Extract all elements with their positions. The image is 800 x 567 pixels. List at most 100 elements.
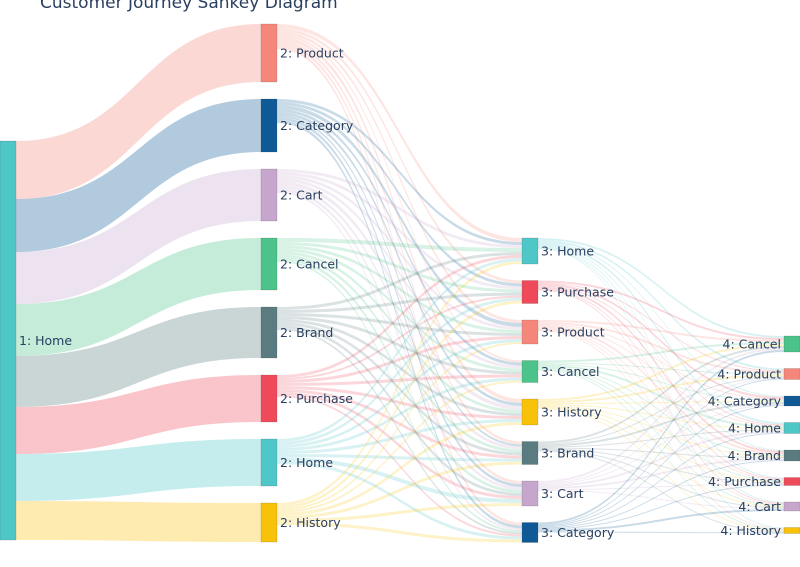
node-label-1-home: 1: Home bbox=[19, 333, 72, 348]
link-cart-to-cart bbox=[277, 188, 522, 490]
link-brand-to-product bbox=[538, 376, 784, 445]
link-brand-to-brand bbox=[538, 447, 784, 458]
link-cart-to-cart bbox=[538, 490, 784, 509]
node-2-cancel bbox=[260, 237, 278, 291]
node-label-3-brand: 3: Brand bbox=[541, 446, 594, 461]
link-history-to-brand bbox=[538, 405, 784, 457]
link-history-to-product bbox=[538, 374, 784, 403]
node-label-2-product: 2: Product bbox=[280, 46, 344, 61]
node-label-2-purchase: 2: Purchase bbox=[280, 391, 353, 406]
link-cart-to-cancel bbox=[277, 178, 522, 369]
link-purchase-to-category bbox=[538, 283, 784, 399]
node-2-category bbox=[260, 98, 278, 153]
link-cart-to-category bbox=[538, 404, 784, 485]
link-product-to-cart bbox=[538, 329, 784, 505]
link-home-to-cancel bbox=[277, 377, 522, 451]
link-brand-to-category bbox=[277, 328, 522, 535]
link-cancel-to-cart bbox=[538, 368, 784, 506]
link-purchase-to-cancel bbox=[277, 374, 522, 386]
node-3-category bbox=[521, 522, 539, 543]
node-3-home bbox=[521, 237, 539, 265]
link-category-to-brand bbox=[277, 115, 522, 447]
link-home-to-category bbox=[277, 461, 522, 540]
link-purchase-to-product bbox=[538, 282, 784, 372]
link-cancel-to-cancel bbox=[277, 248, 522, 372]
node-label-2-category: 2: Category bbox=[280, 118, 354, 133]
node-label-3-history: 3: History bbox=[541, 405, 602, 420]
link-product-to-category bbox=[538, 324, 784, 400]
link-product-to-history bbox=[277, 36, 522, 403]
link-product-to-home bbox=[538, 325, 784, 427]
link-history-to-cart bbox=[277, 503, 522, 522]
link-cart-to-cancel bbox=[538, 348, 784, 483]
link-home-to-history bbox=[277, 419, 522, 454]
node-3-history bbox=[521, 398, 539, 426]
link-cart-to-brand bbox=[277, 185, 522, 450]
link-brand-to-category bbox=[538, 402, 784, 447]
link-brand-to-brand bbox=[277, 322, 522, 456]
link-home-to-product bbox=[16, 24, 261, 199]
link-home-to-cart bbox=[277, 457, 522, 503]
link-product-to-purchase bbox=[277, 28, 522, 284]
link-product-to-history bbox=[538, 330, 784, 530]
link-cancel-to-brand bbox=[538, 366, 784, 456]
link-history-to-cancel bbox=[538, 344, 784, 401]
link-category-to-cancel bbox=[277, 109, 522, 366]
link-purchase-to-brand bbox=[277, 389, 522, 459]
link-home-to-history bbox=[538, 248, 784, 529]
link-purchase-to-brand bbox=[538, 286, 784, 453]
node-2-product bbox=[260, 23, 278, 83]
link-category-to-cart bbox=[538, 509, 784, 532]
node-label-2-cancel: 2: Cancel bbox=[280, 257, 338, 272]
link-home-to-brand bbox=[16, 307, 261, 407]
link-product-to-category bbox=[277, 46, 522, 526]
link-category-to-product bbox=[538, 378, 784, 526]
link-cart-to-brand bbox=[538, 458, 784, 489]
node-3-purchase bbox=[521, 280, 539, 304]
link-brand-to-cancel bbox=[538, 346, 784, 444]
link-brand-to-history bbox=[277, 319, 522, 416]
link-cancel-to-purchase bbox=[538, 367, 784, 482]
node-label-3-cart: 3: Cart bbox=[541, 486, 584, 501]
link-cart-to-purchase bbox=[538, 483, 784, 490]
node-4-cart bbox=[783, 501, 800, 512]
node-4-home bbox=[783, 422, 800, 434]
link-home-to-brand bbox=[277, 454, 522, 462]
link-cancel-to-cart bbox=[277, 257, 522, 493]
link-history-to-home bbox=[538, 404, 784, 430]
link-cancel-to-cancel bbox=[538, 342, 784, 363]
link-history-to-history bbox=[538, 408, 784, 532]
link-brand-to-cart bbox=[538, 449, 784, 508]
link-history-to-product bbox=[277, 342, 522, 511]
link-product-to-home bbox=[277, 24, 522, 242]
link-cancel-to-category bbox=[277, 260, 522, 533]
node-label-4-product: 4: Product bbox=[717, 367, 781, 382]
node-label-2-home: 2: Home bbox=[280, 455, 333, 470]
link-brand-to-cancel bbox=[277, 316, 522, 375]
node-2-cart bbox=[260, 168, 278, 222]
link-history-to-cart bbox=[538, 407, 784, 507]
link-home-to-cancel bbox=[16, 238, 261, 356]
link-product-to-brand bbox=[277, 40, 522, 445]
node-label-4-category: 4: Category bbox=[708, 394, 782, 409]
link-cancel-to-purchase bbox=[277, 242, 522, 293]
link-product-to-cancel bbox=[538, 320, 784, 342]
link-brand-to-home bbox=[538, 429, 784, 448]
node-label-3-purchase: 3: Purchase bbox=[541, 285, 614, 300]
link-cancel-to-product bbox=[538, 362, 784, 375]
link-cancel-to-home bbox=[277, 238, 522, 252]
link-cancel-to-history bbox=[538, 369, 784, 531]
node-label-4-cart: 4: Cart bbox=[738, 499, 781, 514]
chart-title: Customer Journey Sankey Diagram bbox=[40, 0, 338, 13]
link-product-to-product bbox=[277, 31, 522, 323]
node-2-brand bbox=[260, 306, 278, 359]
link-home-to-home bbox=[538, 243, 784, 425]
link-cart-to-purchase bbox=[277, 172, 522, 290]
link-purchase-to-cart bbox=[538, 289, 784, 504]
link-home-to-cart bbox=[538, 247, 784, 503]
node-label-2-brand: 2: Brand bbox=[280, 325, 333, 340]
link-home-to-product bbox=[277, 339, 522, 448]
link-purchase-to-purchase bbox=[538, 288, 784, 480]
link-home-to-purchase bbox=[277, 297, 522, 445]
link-home-to-category bbox=[16, 99, 261, 252]
